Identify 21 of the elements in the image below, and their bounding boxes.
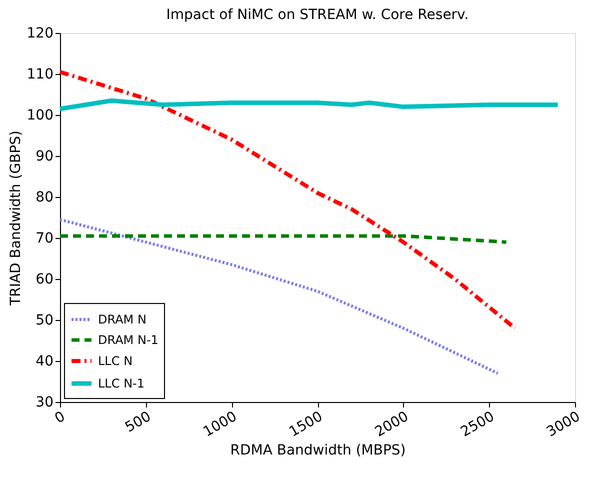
x-tick-label: 500 xyxy=(122,408,154,436)
y-tick-label: 100 xyxy=(26,108,54,124)
y-tick-label: 110 xyxy=(26,66,54,82)
y-axis-title: TRIAD Bandwidth (GBPS) xyxy=(8,130,24,306)
x-tick-label: 0 xyxy=(52,408,68,427)
y-tick-label: 80 xyxy=(36,190,54,206)
y-tick-label: 120 xyxy=(26,26,54,42)
line-series xyxy=(58,218,500,375)
legend-label: LLC N xyxy=(98,354,133,368)
legend-label: DRAM N-1 xyxy=(98,333,158,347)
y-tick-label: 30 xyxy=(36,394,54,410)
y-tick-label: 60 xyxy=(36,272,54,288)
y-tick-label: 90 xyxy=(36,148,54,164)
line-series xyxy=(58,70,517,330)
y-tick-label: 50 xyxy=(36,312,54,328)
x-axis-title: RDMA Bandwidth (MBPS) xyxy=(230,442,406,458)
chart-title: Impact of NiMC on STREAM w. Core Reserv. xyxy=(166,7,469,23)
y-tick-label: 70 xyxy=(36,230,54,246)
legend-label: LLC N-1 xyxy=(98,376,145,390)
y-tick-label: 40 xyxy=(36,354,54,370)
legend-label: DRAM N xyxy=(98,312,146,326)
